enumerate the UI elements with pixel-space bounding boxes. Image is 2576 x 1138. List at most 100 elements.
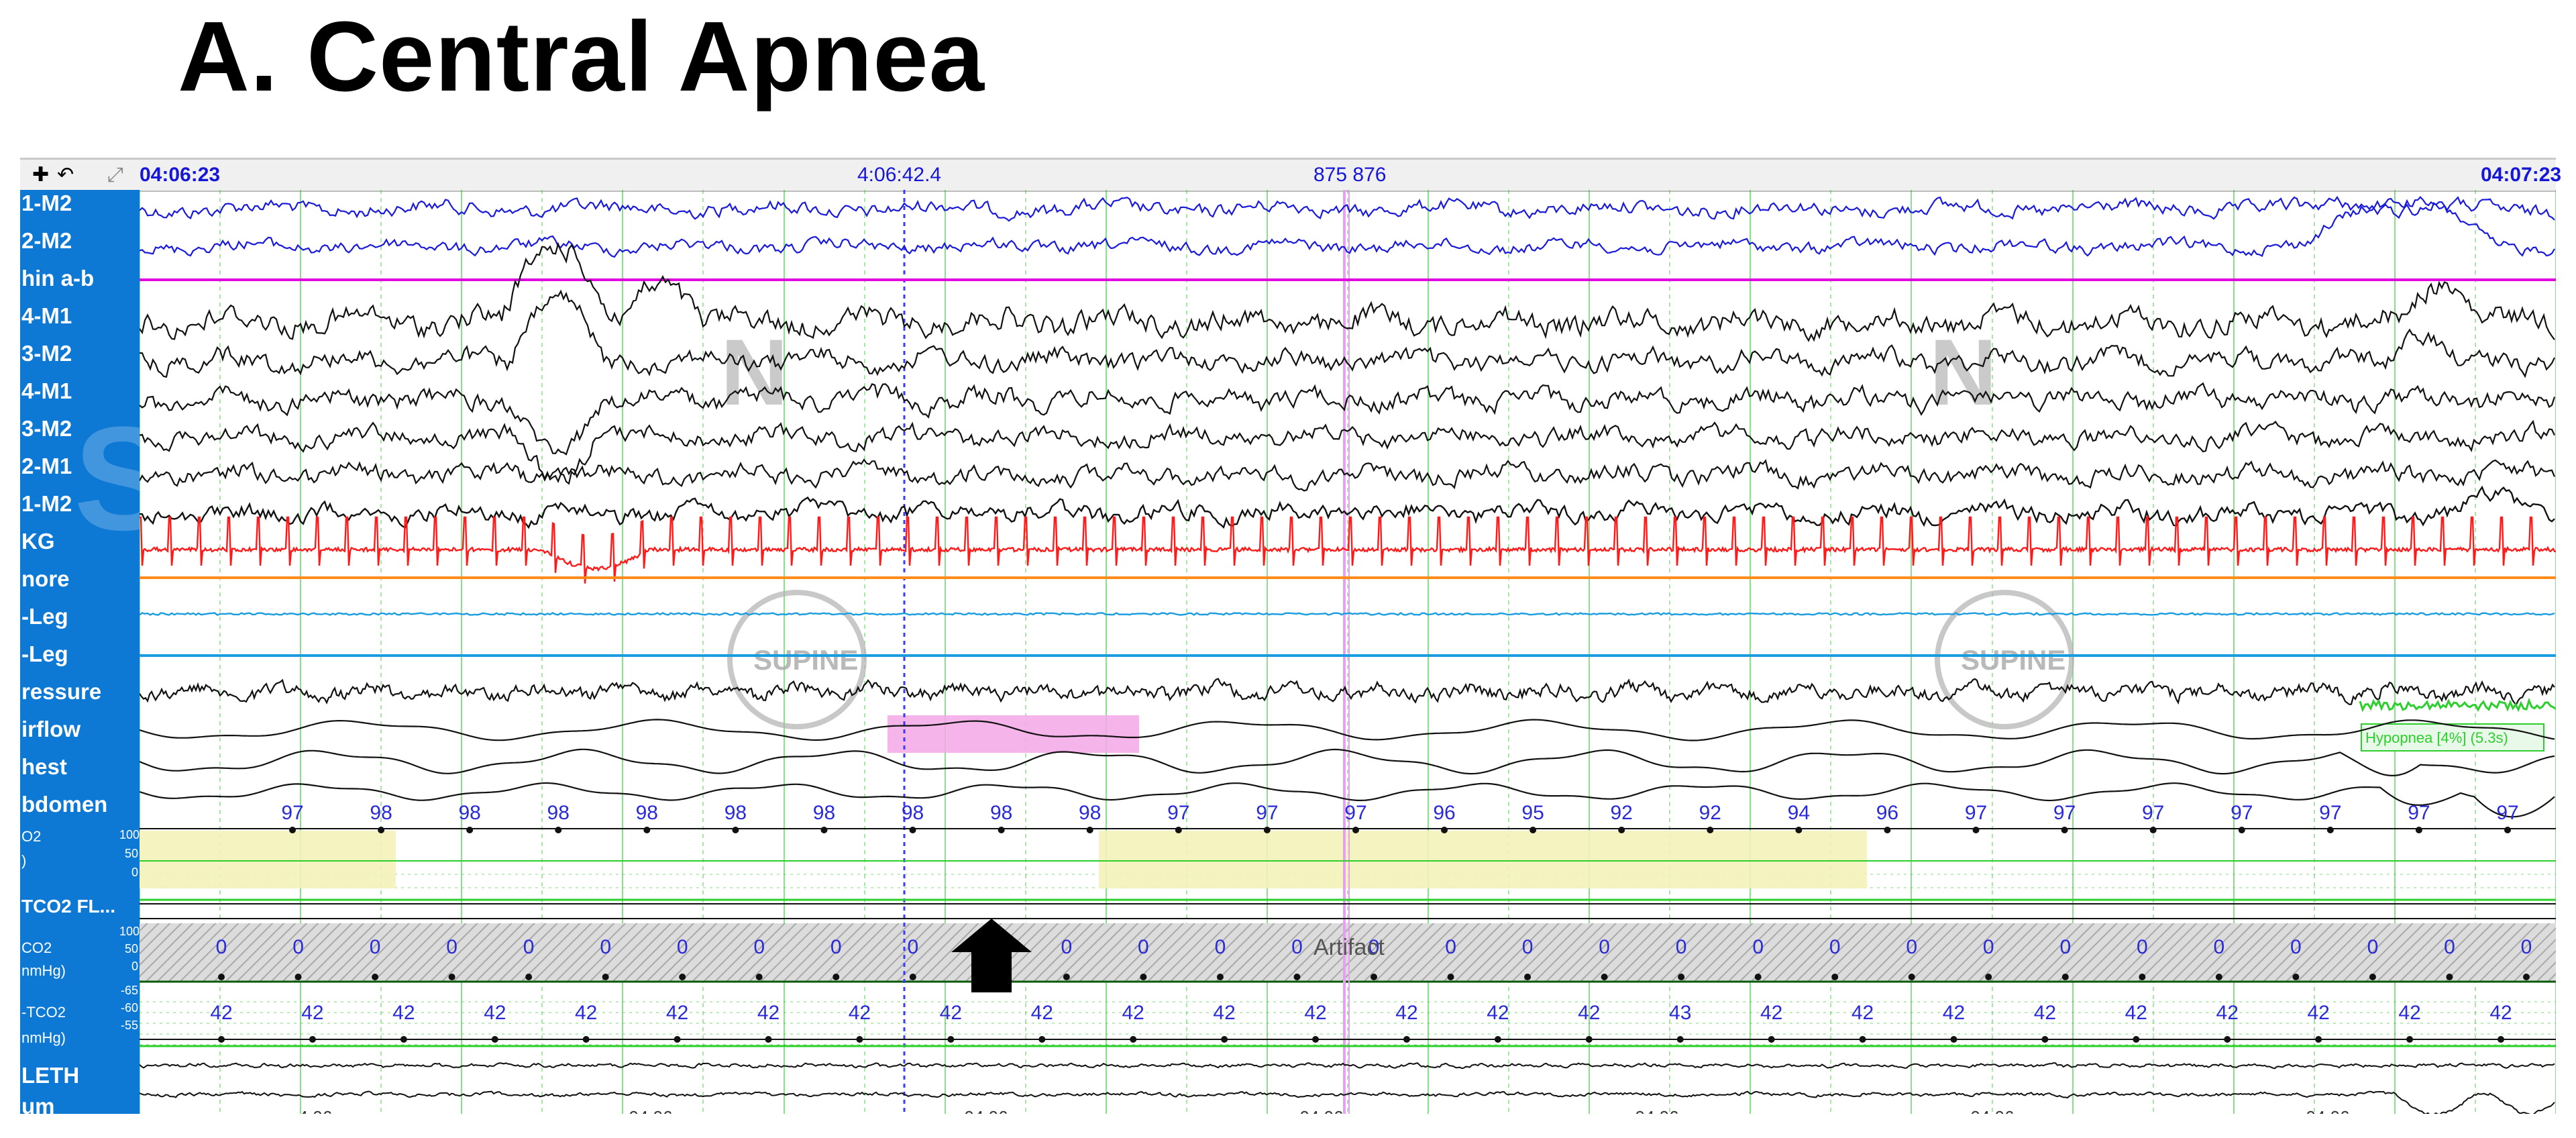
channel-label[interactable]: hest <box>21 754 67 779</box>
signal-trace <box>140 242 2555 342</box>
value-label: 42 <box>2398 1002 2420 1024</box>
signal-trace <box>140 196 2555 258</box>
value-dot <box>1447 974 1454 980</box>
value-label: 0 <box>446 936 458 958</box>
timeline-toolbar: ✚ ↶ ⤢ 04:06:23 4:06:42.4 875 876 04:07:2… <box>20 158 2561 192</box>
channel-label[interactable]: LETH <box>21 1063 80 1088</box>
channel-label[interactable]: nore <box>21 566 70 591</box>
value-dot <box>1175 827 1182 833</box>
value-dot <box>2406 1036 2414 1043</box>
value-dot <box>1707 827 1714 833</box>
channel-label[interactable]: 4-M1 <box>21 303 72 328</box>
apnea-event-marker[interactable] <box>888 715 1139 753</box>
value-dot <box>1221 1036 1228 1043</box>
channel-label-sidebar: S 1-M2 2-M2 hin a-b 4-M1 3-M2 4-M1 3-M2 2-M1 1-M… <box>20 190 140 1114</box>
channel-label[interactable]: 2-M1 <box>21 454 72 478</box>
position-marker: SUPINE <box>753 644 858 676</box>
channel-label[interactable]: 1-M2 <box>21 191 72 215</box>
channel-label[interactable]: TCO2 FL... <box>21 896 115 917</box>
value-label: 42 <box>1578 1002 1600 1024</box>
value-dot <box>1795 827 1803 833</box>
value-dot <box>1130 1036 1137 1043</box>
value-label: 0 <box>2059 936 2071 958</box>
value-label: 42 <box>1395 1002 1417 1024</box>
channel-label[interactable]: nmHg) <box>21 962 66 979</box>
hypopnea-event-box[interactable] <box>2361 723 2544 752</box>
value-dot <box>602 974 609 980</box>
epoch-labels: 875 876 <box>1313 164 1387 186</box>
value-dot <box>2369 974 2376 980</box>
value-label: 42 <box>1851 1002 1874 1024</box>
value-dot <box>294 974 302 980</box>
signal-trace <box>140 719 2555 741</box>
value-dot <box>1972 827 1980 833</box>
figure-title: A. Central Apnea <box>178 1 985 112</box>
value-dot <box>2315 1036 2322 1043</box>
value-label: 0 <box>2290 936 2302 958</box>
value-label: 0 <box>1829 936 1841 958</box>
channel-label[interactable]: O2 <box>21 828 42 845</box>
value-label: 0 <box>600 936 611 958</box>
channel-label[interactable]: nmHg) <box>21 1029 66 1046</box>
value-label: 42 <box>1213 1002 1235 1024</box>
polysomnography-trace-area[interactable]: Hypopnea [4%] (5.3s) N N SUPINE SUPINE 97 98 98… <box>140 190 2556 1114</box>
channel-label[interactable]: 1-M2 <box>21 491 72 516</box>
signal-trace <box>140 678 2555 706</box>
desat-highlight <box>140 831 396 888</box>
channel-label[interactable]: ressure <box>21 679 102 704</box>
value-label: 97 <box>281 802 303 824</box>
value-label: 0 <box>830 936 842 958</box>
value-label: 97 <box>2496 802 2518 824</box>
channel-label[interactable]: 3-M2 <box>21 416 72 441</box>
channel-label[interactable]: bdomen <box>21 792 108 817</box>
value-dot <box>2446 974 2453 980</box>
channel-label[interactable]: 2-M2 <box>21 228 72 253</box>
value-label: 43 <box>1669 1002 1691 1024</box>
signal-trace <box>140 516 2556 584</box>
value-label: 42 <box>2489 1002 2512 1024</box>
axis-scale-label: 100 <box>119 925 140 938</box>
channel-label[interactable]: irflow <box>21 717 80 741</box>
value-label: 42 <box>1031 1002 1053 1024</box>
value-dot <box>1063 974 1070 980</box>
cursor-time: 4:06:42.4 <box>857 164 942 186</box>
value-label: 0 <box>1983 936 1994 958</box>
value-dot <box>2041 1036 2049 1043</box>
value-dot <box>2139 974 2146 980</box>
scale-icon[interactable]: ⤢ <box>107 163 123 187</box>
value-dot <box>466 827 474 833</box>
value-label: 0 <box>2137 936 2148 958</box>
channel-label[interactable]: um <box>21 1094 55 1114</box>
channel-label[interactable]: hin a-b <box>21 266 95 291</box>
value-label: 97 <box>2142 802 2164 824</box>
value-label: 42 <box>940 1002 962 1024</box>
value-label: 0 <box>677 936 688 958</box>
value-label: 42 <box>301 1002 323 1024</box>
axis-scale-label: 50 <box>124 942 138 955</box>
value-dot <box>1754 974 1762 980</box>
artifact-label: Artifact <box>1313 935 1385 960</box>
plus-icon[interactable]: ✚ <box>32 163 50 187</box>
undo-icon[interactable]: ↶ <box>57 163 74 187</box>
channel-label[interactable]: 4-M1 <box>21 378 72 403</box>
value-dot <box>218 974 225 980</box>
channel-label[interactable]: CO2 <box>21 939 52 956</box>
channel-label[interactable]: ) <box>21 852 27 869</box>
channel-label[interactable]: 3-M2 <box>21 341 72 366</box>
value-label: 42 <box>1943 1002 1965 1024</box>
value-label: 42 <box>2034 1002 2056 1024</box>
channel-label[interactable]: -TCO2 <box>21 1004 66 1021</box>
channel-label[interactable]: -Leg <box>21 641 68 666</box>
value-dot <box>2133 1036 2140 1043</box>
channel-label[interactable]: KG <box>21 529 55 554</box>
value-label: 92 <box>1611 802 1633 824</box>
value-dot <box>856 1036 863 1043</box>
value-dot <box>1216 974 1224 980</box>
value-label: 98 <box>547 802 570 824</box>
value-dot <box>2523 974 2530 980</box>
value-label: 95 <box>1521 802 1544 824</box>
value-dot <box>2498 1036 2504 1043</box>
value-dot <box>1293 974 1301 980</box>
channel-label[interactable]: -Leg <box>21 604 68 629</box>
value-dot <box>400 1036 407 1043</box>
